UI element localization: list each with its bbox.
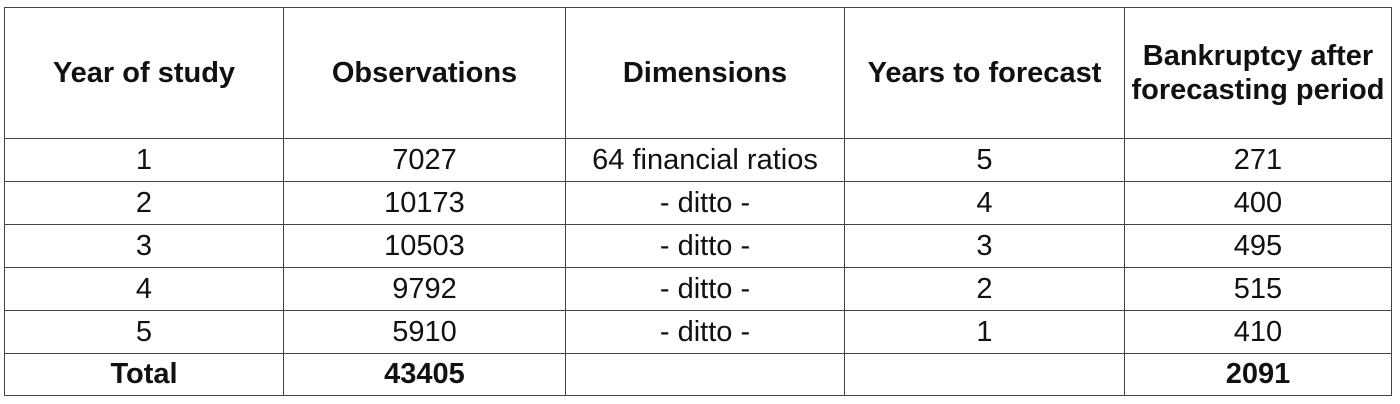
cell-dimensions: - ditto - <box>565 267 845 311</box>
cell-dimensions: - ditto - <box>565 310 845 354</box>
table-row: 4 9792 - ditto - 2 515 <box>4 267 1392 311</box>
cell-bankruptcy: 410 <box>1124 310 1392 354</box>
cell-observations: 9792 <box>283 267 566 311</box>
cell-dimensions: - ditto - <box>565 181 845 225</box>
cell-dimensions: 64 financial ratios <box>565 138 845 182</box>
total-bankruptcy: 2091 <box>1124 353 1392 396</box>
header-years-to-forecast: Years to forecast <box>844 7 1125 139</box>
table-row: 3 10503 - ditto - 3 495 <box>4 224 1392 268</box>
cell-bankruptcy: 515 <box>1124 267 1392 311</box>
table-row: 5 5910 - ditto - 1 410 <box>4 310 1392 354</box>
bankruptcy-data-table: Year of study Observations Dimensions Ye… <box>4 7 1392 396</box>
total-dimensions-empty <box>565 353 845 396</box>
cell-year-of-study: 2 <box>4 181 284 225</box>
cell-bankruptcy: 495 <box>1124 224 1392 268</box>
total-label: Total <box>4 353 284 396</box>
cell-observations: 7027 <box>283 138 566 182</box>
header-observations: Observations <box>283 7 566 139</box>
header-year-of-study: Year of study <box>4 7 284 139</box>
cell-bankruptcy: 271 <box>1124 138 1392 182</box>
header-bankruptcy-after-forecasting-period: Bankruptcy after forecasting period <box>1124 7 1392 139</box>
header-row: Year of study Observations Dimensions Ye… <box>4 7 1392 139</box>
cell-bankruptcy: 400 <box>1124 181 1392 225</box>
cell-year-of-study: 4 <box>4 267 284 311</box>
cell-observations: 10173 <box>283 181 566 225</box>
cell-years-to-forecast: 4 <box>844 181 1125 225</box>
table-container: Year of study Observations Dimensions Ye… <box>4 7 1392 396</box>
cell-observations: 10503 <box>283 224 566 268</box>
cell-year-of-study: 3 <box>4 224 284 268</box>
header-dimensions: Dimensions <box>565 7 845 139</box>
cell-year-of-study: 5 <box>4 310 284 354</box>
cell-observations: 5910 <box>283 310 566 354</box>
total-row: Total 43405 2091 <box>4 353 1392 396</box>
table-row: 1 7027 64 financial ratios 5 271 <box>4 138 1392 182</box>
cell-years-to-forecast: 1 <box>844 310 1125 354</box>
cell-years-to-forecast: 2 <box>844 267 1125 311</box>
cell-dimensions: - ditto - <box>565 224 845 268</box>
total-observations: 43405 <box>283 353 566 396</box>
cell-year-of-study: 1 <box>4 138 284 182</box>
total-years-to-forecast-empty <box>844 353 1125 396</box>
cell-years-to-forecast: 5 <box>844 138 1125 182</box>
cell-years-to-forecast: 3 <box>844 224 1125 268</box>
table-row: 2 10173 - ditto - 4 400 <box>4 181 1392 225</box>
